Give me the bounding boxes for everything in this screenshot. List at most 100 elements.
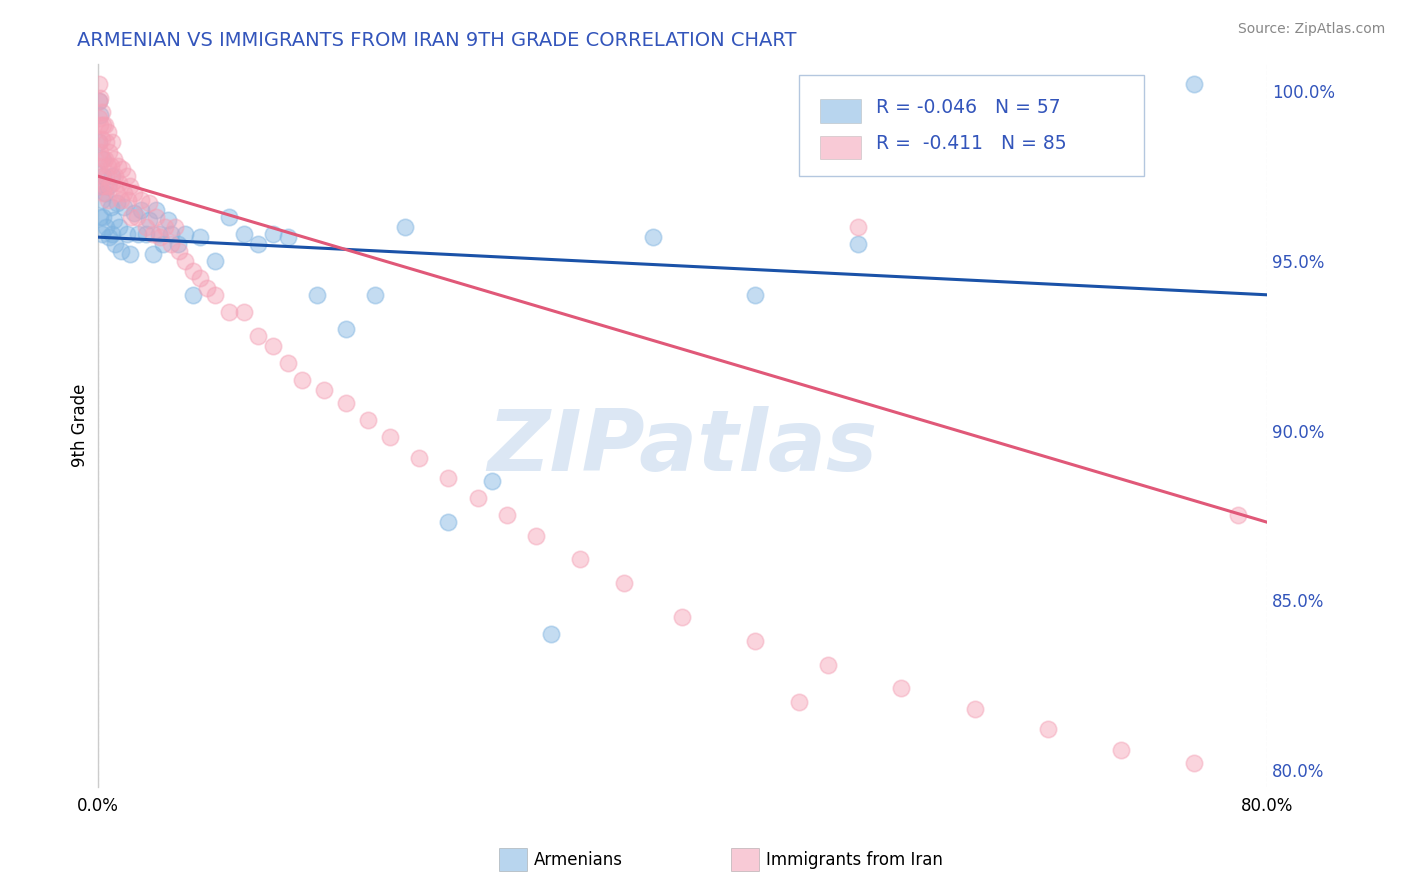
Point [335,396,357,410]
Point [1226,508,1249,523]
Point [108,219,131,234]
Point [87,135,110,149]
Point [89,108,111,122]
Point [87,112,110,126]
Point [96,135,118,149]
Point [118,247,141,261]
Point [364,287,387,301]
Point [744,634,766,648]
Point [890,681,912,696]
Y-axis label: 9th Grade: 9th Grade [72,384,89,467]
Point [148,227,170,241]
Point [540,627,562,641]
Point [277,356,299,370]
Point [104,169,127,183]
Point [174,227,197,241]
Point [98,145,121,160]
Point [94,186,117,200]
Point [89,118,111,132]
Point [98,230,121,244]
Point [335,322,357,336]
Point [94,152,117,166]
Point [96,169,118,183]
Point [291,373,314,387]
Point [103,213,125,227]
Point [115,169,138,183]
Point [91,132,114,146]
Point [357,413,380,427]
Point [744,287,766,301]
Point [101,176,124,190]
Point [100,159,122,173]
Point [97,179,120,194]
Point [122,206,145,220]
Point [87,95,110,109]
Point [145,202,167,217]
Point [131,193,153,207]
Point [169,244,191,258]
Point [91,104,114,119]
Point [495,508,517,523]
Point [247,328,270,343]
Point [93,186,115,200]
Point [105,196,128,211]
Point [568,552,591,566]
Point [467,491,489,506]
Point [142,247,165,261]
Point [96,219,118,234]
Point [181,264,204,278]
Point [93,169,115,183]
Point [524,529,547,543]
Point [89,210,111,224]
Point [613,576,636,591]
Point [101,135,124,149]
Point [101,169,124,183]
Point [204,287,226,301]
Point [142,227,165,241]
Text: R =  -0.411   N = 85: R = -0.411 N = 85 [876,134,1067,153]
Point [107,159,129,173]
Point [97,125,120,139]
Point [87,135,110,149]
Point [1182,78,1205,92]
Point [159,236,181,251]
Point [262,339,284,353]
Point [247,236,270,251]
Point [103,152,125,166]
Point [118,179,141,194]
Point [153,219,176,234]
Point [131,202,153,217]
Point [195,281,218,295]
Text: ARMENIAN VS IMMIGRANTS FROM IRAN 9TH GRADE CORRELATION CHART: ARMENIAN VS IMMIGRANTS FROM IRAN 9TH GRA… [77,31,797,50]
Point [408,450,430,465]
Point [135,227,157,241]
Point [101,227,124,241]
Point [94,179,117,194]
Point [110,244,132,258]
Point [277,230,299,244]
Point [218,305,240,319]
Point [138,196,160,211]
Point [122,186,145,200]
Point [91,152,114,166]
Point [112,200,135,214]
Point [128,227,150,241]
Point [87,179,110,194]
Point [167,236,190,251]
Point [163,219,186,234]
Bar [820,136,860,160]
Point [108,176,131,190]
Point [218,210,240,224]
Point [91,227,114,241]
Point [91,193,114,207]
Point [378,430,401,444]
Point [145,210,167,224]
Point [394,219,416,234]
Text: Immigrants from Iran: Immigrants from Iran [766,851,943,869]
Point [232,227,254,241]
Text: Armenians: Armenians [534,851,623,869]
Point [152,236,174,251]
Point [138,213,160,227]
Point [481,475,503,489]
Point [232,305,254,319]
